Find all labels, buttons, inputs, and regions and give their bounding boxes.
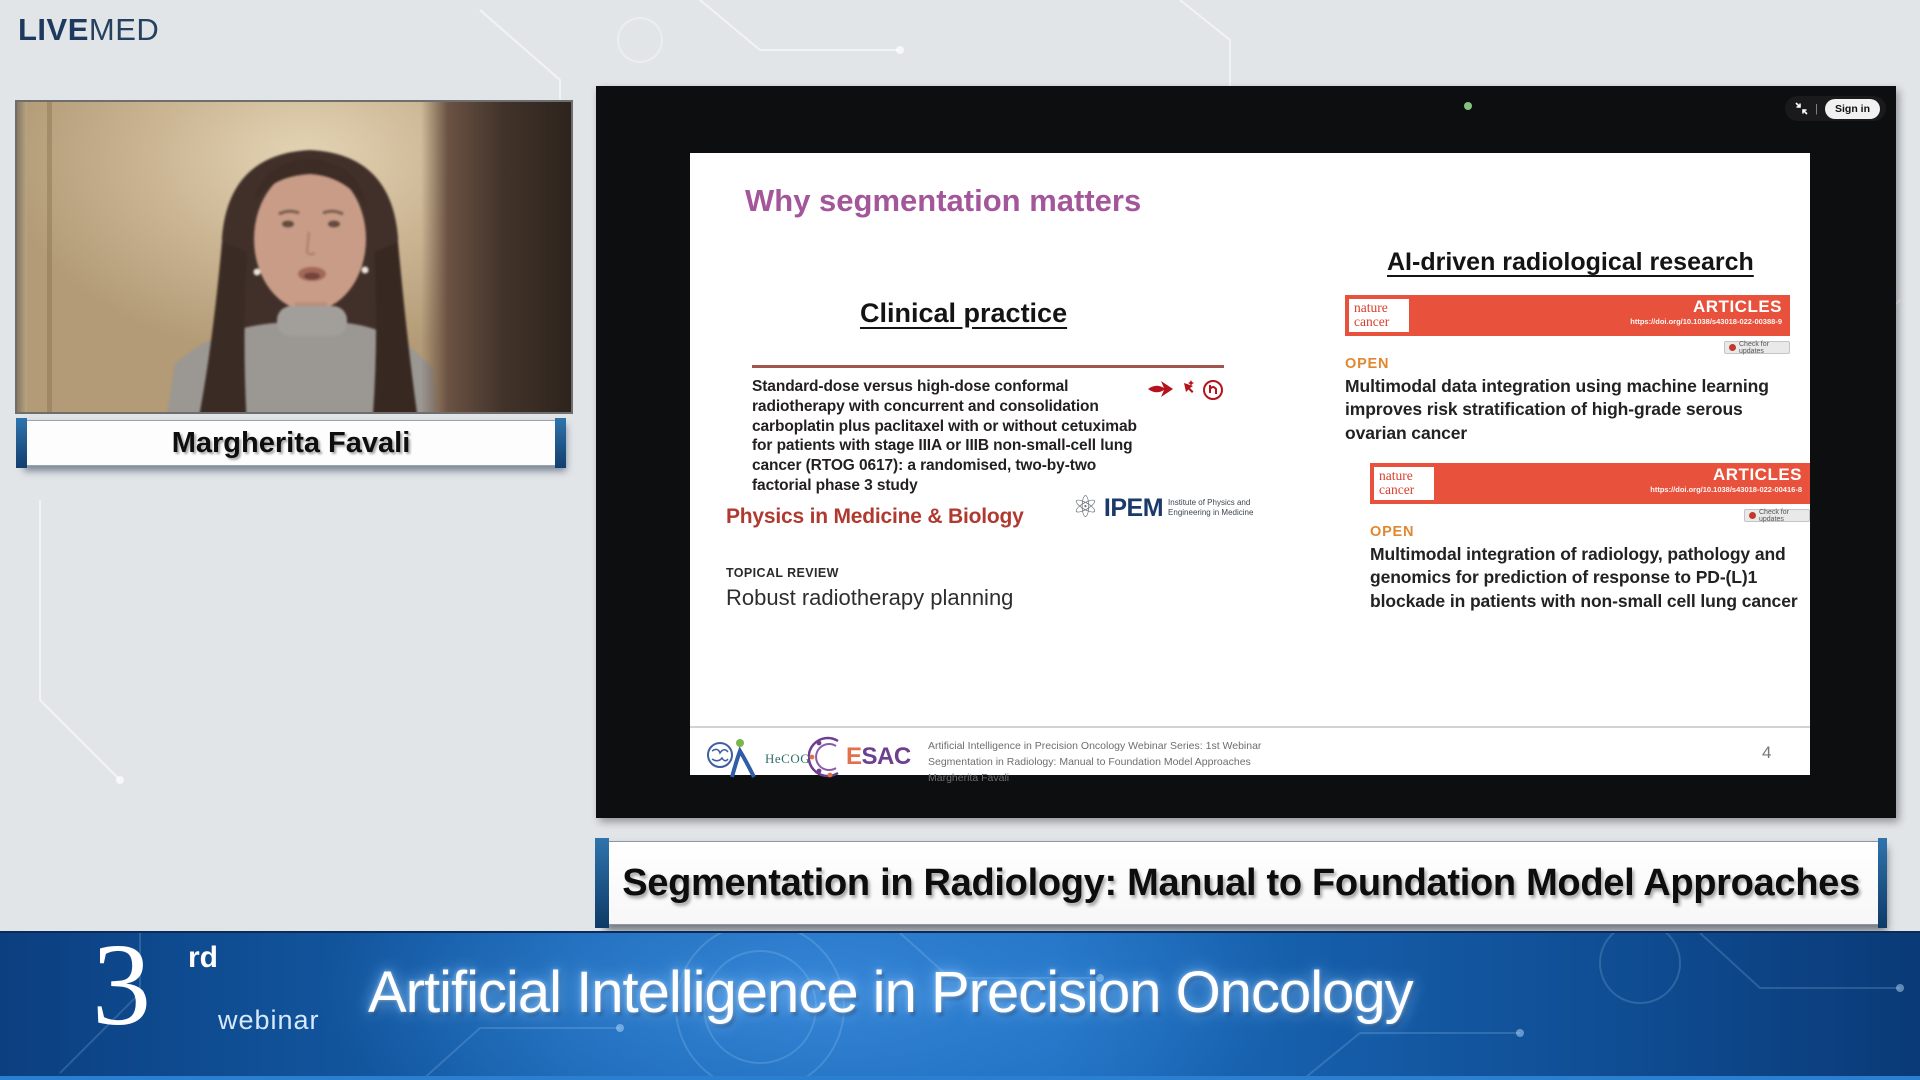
presentation-video-player[interactable]: | Sign in Why segmentation matters Clini… (596, 86, 1896, 818)
esac-logo: ESAC (808, 735, 911, 779)
ipem-logo: ⚛ IPEM Institute of Physics and Engineer… (1072, 493, 1253, 523)
exit-fullscreen-icon[interactable] (1795, 102, 1808, 115)
crossmark-icon (1203, 380, 1223, 400)
clinical-practice-heading: Clinical practice (860, 298, 1068, 328)
live-status-dot (1464, 102, 1472, 110)
speaker-name-plate: Margherita Favali (16, 418, 566, 468)
sign-in-button[interactable]: Sign in (1825, 98, 1880, 119)
speaker-name: Margherita Favali (171, 426, 411, 459)
footer-line-2: Segmentation in Radiology: Manual to Fou… (928, 755, 1251, 768)
lancet-icons (1148, 379, 1224, 401)
livemed-logo-med: MED (88, 12, 160, 47)
atom-icon: ⚛ (1072, 491, 1099, 524)
nature-cancer-logo: nature cancer (1372, 465, 1436, 502)
webcam-wall-edge (17, 102, 27, 412)
name-plate-left-edge (16, 418, 27, 468)
title-bar-right-edge (1878, 838, 1887, 928)
banner-right: ARTICLES https://doi.org/10.1038/s43018-… (1413, 295, 1790, 336)
speaker-portrait (167, 150, 438, 412)
esac-wordmark: ESAC (846, 743, 911, 770)
nature-cancer-banner-1: nature cancer ARTICLES https://doi.org/1… (1345, 295, 1790, 336)
articles-label: ARTICLES (1713, 465, 1802, 484)
webinar-ordinal: rd (188, 941, 218, 974)
player-overlay-controls: | Sign in (1785, 96, 1886, 121)
crossmark-dot-icon (1749, 512, 1756, 519)
cursor-star-icon (1184, 380, 1194, 393)
slide-title: Why segmentation matters (745, 183, 1142, 218)
nature-cancer-logo: nature cancer (1347, 297, 1411, 334)
talk-title: Segmentation in Radiology: Manual to Fou… (622, 861, 1860, 904)
webinar-banner: 3 rd webinar Artificial Intelligence in … (0, 931, 1920, 1080)
hecog-wordmark: HeCOG (765, 751, 811, 766)
slide-footer-text: Artificial Intelligence in Precision Onc… (928, 739, 1261, 786)
check-for-updates-button[interactable]: Check for updates (1724, 341, 1790, 355)
pmb-journal-name: Physics in Medicine & Biology (726, 505, 1024, 528)
webcam-background-furniture (421, 102, 571, 412)
webinar-series-title: Artificial Intelligence in Precision Onc… (368, 960, 1414, 1025)
banner-circuit-pattern (59, 933, 1904, 1076)
pmb-paper-title: Robust radiotherapy planning (726, 585, 1014, 610)
articles-label: ARTICLES (1693, 297, 1782, 316)
footer-line-3: Margherita Favali (928, 771, 1010, 784)
doi-link: https://doi.org/10.1038/s43018-022-00416… (1650, 484, 1802, 494)
banner-right: ARTICLES https://doi.org/10.1038/s43018-… (1438, 463, 1810, 504)
nature-cancer-banner-2: nature cancer ARTICLES https://doi.org/1… (1370, 463, 1810, 504)
player-control-pill: | Sign in (1785, 96, 1886, 121)
ipem-wordmark: IPEM (1103, 493, 1164, 522)
nature-article-title-1: Multimodal data integration using machin… (1345, 376, 1769, 443)
hecog-logo: HeCOG (704, 737, 810, 781)
hecog-brain-icon (707, 739, 756, 778)
livemed-logo-live: LIVE (18, 12, 89, 47)
livemed-logo: LIVEMED (18, 12, 159, 48)
slide-page-number: 4 (1762, 743, 1772, 762)
footer-divider (690, 726, 1810, 728)
check-for-updates-button[interactable]: Check for updates (1744, 509, 1810, 523)
ipem-subtitle: Institute of Physics and Engineering in … (1168, 498, 1254, 517)
name-plate-right-edge (555, 418, 566, 468)
lancet-rule (752, 365, 1224, 368)
footer-line-1: Artificial Intelligence in Precision Onc… (928, 740, 1262, 752)
topical-review-label: TOPICAL REVIEW (726, 566, 839, 580)
webcam-door-frame (47, 102, 52, 412)
talk-title-bar: Segmentation in Radiology: Manual to Fou… (595, 838, 1887, 928)
title-bar-left-edge (595, 838, 609, 928)
ai-research-heading: AI-driven radiological research (1387, 248, 1754, 276)
speaker-webcam-video (15, 100, 573, 414)
lancet-arrow-icon (1148, 381, 1173, 397)
nature-article-title-2: Multimodal integration of radiology, pat… (1370, 544, 1798, 611)
esac-crescent-icon (808, 736, 839, 778)
presentation-slide: Why segmentation matters Clinical practi… (690, 153, 1810, 784)
open-access-label: OPEN (1345, 356, 1390, 372)
open-access-label: OPEN (1370, 524, 1415, 540)
control-divider: | (1815, 102, 1818, 115)
webinar-number: 3 (92, 931, 151, 1050)
crossmark-dot-icon (1729, 344, 1736, 351)
webinar-label: webinar (218, 1005, 320, 1035)
lancet-paper-title: Standard-dose versus high-dose conformal… (752, 378, 1137, 495)
doi-link: https://doi.org/10.1038/s43018-022-00388… (1630, 316, 1782, 326)
